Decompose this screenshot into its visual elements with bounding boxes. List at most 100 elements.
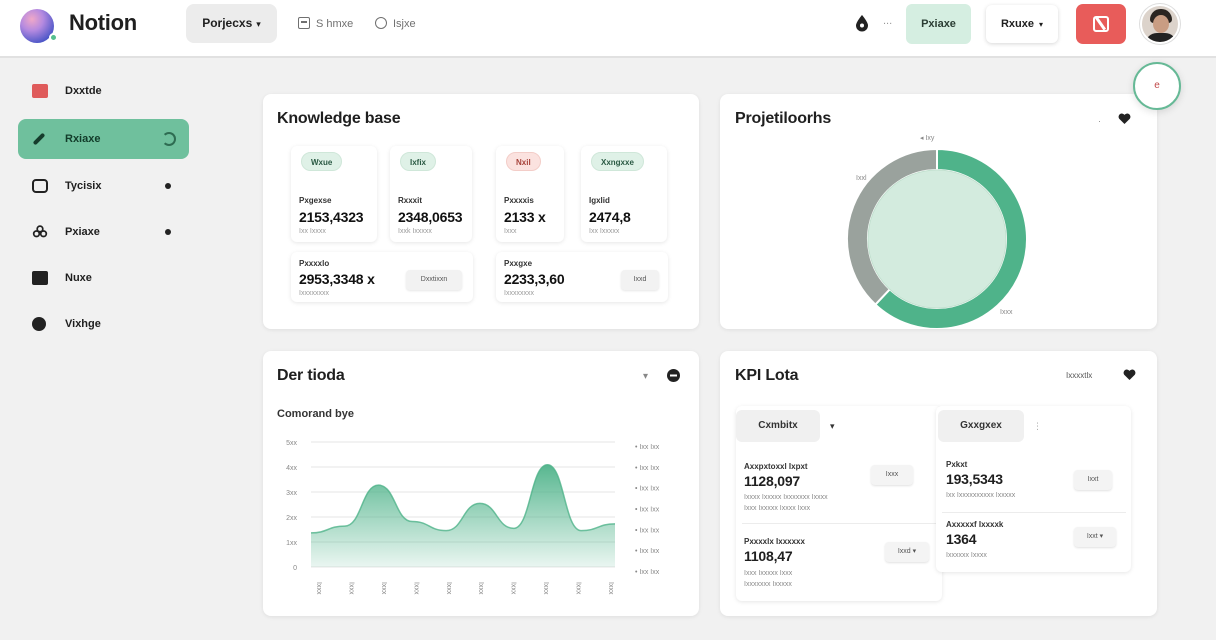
kb-tile[interactable]: Ixfix Rxxxit 2348,0653 Ixxk Ixxxxx xyxy=(390,146,472,242)
tile-sub: Ixx Ixxxx xyxy=(299,228,326,235)
club-icon xyxy=(32,225,48,238)
kb-row[interactable]: Pxxgxe 2233,3,60 Ixxxxxxxx Ixxd xyxy=(496,252,668,302)
row-action-button[interactable]: Ixxd xyxy=(621,270,659,290)
folder-icon xyxy=(32,271,48,285)
page-icon xyxy=(298,17,310,29)
circle-icon xyxy=(375,17,387,29)
y-tick-label: 5xx xyxy=(286,440,297,447)
sidebar-item-3[interactable]: Tycisix xyxy=(18,166,189,206)
area-chart: 0 1xx 2xx 3xx 4xx 5xx • Ixx Ixx • Ixx Ixx • Ixx… xyxy=(286,440,660,595)
chevron-down-icon[interactable]: ▾ xyxy=(830,421,835,431)
more-icon[interactable]: ⋮ xyxy=(1033,421,1042,431)
tile-tag: Nxil xyxy=(506,152,541,171)
area-line xyxy=(310,463,616,534)
heart-icon[interactable] xyxy=(1123,369,1136,381)
kb-tile[interactable]: Nxil Pxxxxis 2133 x Ixxx xyxy=(496,146,564,242)
toolbar-button-1-label: S hmxe xyxy=(316,18,354,30)
kpi-action-button[interactable]: Ixxt ▾ xyxy=(1074,527,1116,547)
app-title: Notion xyxy=(69,10,137,35)
tile-label: Pxxxxlo xyxy=(299,259,330,268)
x-tick-label: Ixxx xyxy=(510,582,517,595)
y-tick-label: 2xx xyxy=(286,515,297,522)
sidebar-item-6[interactable]: Vixhge xyxy=(18,304,189,344)
tile-label: Igxlid xyxy=(589,196,610,205)
knowledge-base-card: Knowledge base Wxue Pxgexse 2153,4323 Ix… xyxy=(263,94,699,329)
tile-value: 2348,0653 xyxy=(398,209,463,225)
drop-icon[interactable] xyxy=(855,14,869,32)
slice-label-left: Ixxl xyxy=(856,175,867,182)
kpi-sub: Ixx Ixxxxxxxxxx Ixxxxx xyxy=(946,492,1016,499)
top-bar: Notion Porjecxs ▾ S hmxe Isjxe ... Pxiaxe… xyxy=(0,0,1216,58)
right-axis-label: • Ixx Ixx xyxy=(635,548,660,555)
donut-chart xyxy=(846,147,1028,329)
kpi-action-button[interactable]: Ixxd ▾ xyxy=(885,542,929,562)
kpi-value: 193,5343 xyxy=(946,471,1003,487)
toolbar-button-1[interactable]: S hmxe xyxy=(298,13,353,35)
kpi-action-button[interactable]: Ixxx xyxy=(871,465,913,485)
kpi-title: KPI Lota xyxy=(735,367,799,384)
card-icon xyxy=(32,179,48,193)
kb-tile[interactable]: Xxngxxe Igxlid 2474,8 Ixx Ixxxxx xyxy=(581,146,667,242)
sidebar-item-label: Dxxtde xyxy=(65,85,102,97)
knowledge-base-title: Knowledge base xyxy=(277,110,401,127)
toolbar-button-2[interactable]: Isjxe xyxy=(375,13,416,35)
sidebar-item-5[interactable]: Nuxe xyxy=(18,258,189,298)
tile-value: 2133 x xyxy=(504,209,546,225)
toolbar-button-2-label: Isjxe xyxy=(393,18,416,30)
y-tick-label: 0 xyxy=(293,565,297,572)
x-tick-label: Ixxx xyxy=(607,582,614,595)
row-action-button[interactable]: Dxxtixxn xyxy=(406,270,462,290)
kpi-sub: Ixxxxxx Ixxxx xyxy=(946,552,987,559)
status-chip[interactable]: Pxiaxe xyxy=(906,4,971,44)
tile-value: 2474,8 xyxy=(589,209,631,225)
avatar[interactable] xyxy=(1140,4,1180,44)
app-logo-icon[interactable] xyxy=(20,9,54,43)
tile-label: Pxgexse xyxy=(299,196,332,205)
trend-card: Der tioda ▾ xyxy=(263,351,699,616)
kpi-action-button[interactable]: Ixxt xyxy=(1074,470,1112,490)
sidebar-item-2[interactable]: Rxiaxe xyxy=(18,119,189,159)
kpi-filter-chip[interactable]: Gxxgxex xyxy=(938,410,1024,442)
tile-sub: Ixxk Ixxxxx xyxy=(398,228,432,235)
tile-tag: Wxue xyxy=(301,152,343,171)
area-fill xyxy=(311,464,615,567)
new-page-button[interactable] xyxy=(1076,4,1126,44)
sidebar-item-4[interactable]: Pxiaxe xyxy=(18,212,189,252)
share-button[interactable]: Rxuxe ▾ xyxy=(986,5,1058,43)
tile-sub: Ixxxxxxxx xyxy=(504,290,534,297)
kpi-filter-chip[interactable]: Cxmbitx xyxy=(736,410,820,442)
sidebar-item-label: Vixhge xyxy=(65,318,101,330)
unread-dot xyxy=(165,183,171,189)
edit-icon xyxy=(1093,16,1109,32)
kpi-card: KPI Lota Ixxxxtlx Cxmbitx ▾ Axxpxtoxxl I… xyxy=(720,351,1157,616)
refresh-icon[interactable] xyxy=(162,132,176,146)
heart-icon[interactable] xyxy=(1118,113,1131,125)
divider xyxy=(942,512,1126,513)
tile-sub: Ixx Ixxxxx xyxy=(589,228,620,235)
sidebar-item-label: Rxiaxe xyxy=(65,133,101,145)
tile-sub: Ixxxxxxxx xyxy=(299,290,329,297)
chevron-down-icon: ▾ xyxy=(1039,20,1044,29)
toolbar-separator: ... xyxy=(883,15,893,27)
slice-label-bottom: Ixxx xyxy=(1000,309,1013,316)
floating-action-button[interactable]: e xyxy=(1133,62,1181,110)
kpi-label: Axxpxtoxxl Ixpxt xyxy=(744,462,808,471)
tile-value: 2153,4323 xyxy=(299,209,364,225)
sidebar-item-1[interactable]: Dxxtde xyxy=(18,71,189,111)
kb-row[interactable]: Pxxxxlo 2953,3348 x Ixxxxxxxx Dxxtixxn xyxy=(291,252,473,302)
kb-tile[interactable]: Wxue Pxgexse 2153,4323 Ixx Ixxxx xyxy=(291,146,377,242)
kpi-header-link[interactable]: Ixxxxtlx xyxy=(1066,371,1093,380)
chevron-down-icon[interactable]: ▾ xyxy=(643,371,649,382)
chat-icon[interactable] xyxy=(666,368,681,383)
online-status-dot xyxy=(49,33,58,42)
kpi-value: 1108,47 xyxy=(744,548,793,564)
project-select-label: Porjecxs xyxy=(202,16,253,30)
right-axis-label: • Ixx Ixx xyxy=(635,465,660,472)
right-axis-label: • Ixx Ixx xyxy=(635,527,660,534)
right-axis-label: • Ixx Ixx xyxy=(635,486,660,493)
tile-value: 2953,3348 x xyxy=(299,271,375,287)
project-select[interactable]: Porjecxs ▾ xyxy=(186,4,277,43)
more-options-icon[interactable]: · xyxy=(1098,116,1101,126)
sidebar-item-label: Nuxe xyxy=(65,272,92,284)
tile-label: Pxxgxe xyxy=(504,259,533,268)
